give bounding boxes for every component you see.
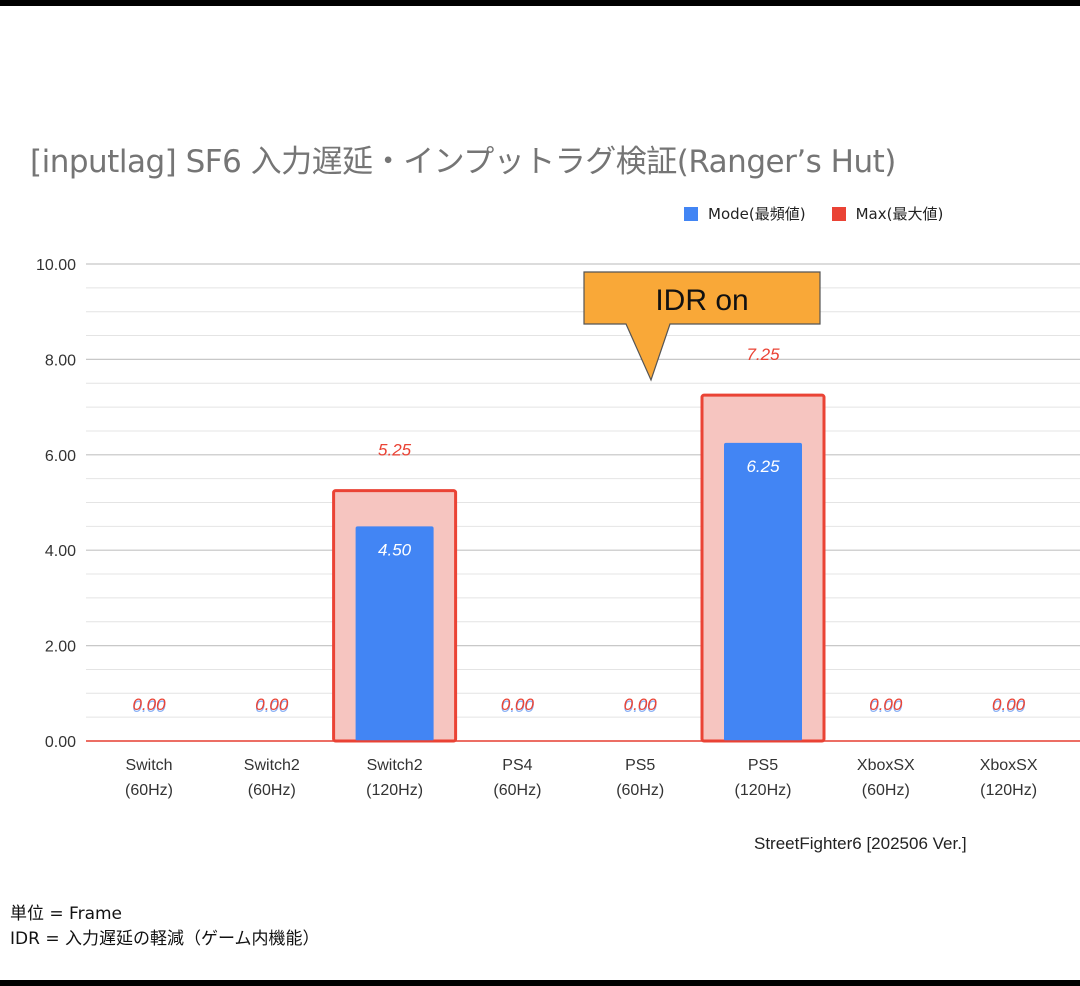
x-category-sublabel: (120Hz): [735, 782, 792, 799]
bottom-border: [0, 980, 1080, 986]
data-label-max: 5.25: [378, 441, 412, 460]
y-tick-label: 0.00: [45, 734, 76, 751]
x-category-label: Switch2: [244, 757, 300, 774]
note-unit: 単位 = Frame: [10, 904, 123, 924]
y-tick-label: 2.00: [45, 639, 76, 656]
note-idr: IDR = 入力遅延の軽減（ゲーム内機能）: [10, 929, 320, 949]
data-label-max: 0.00: [992, 695, 1026, 714]
data-label-max: 0.00: [255, 695, 289, 714]
data-label-mode: 4.50: [378, 540, 412, 559]
y-tick-label: 8.00: [45, 352, 76, 369]
data-label-mode: 0.00: [255, 697, 289, 716]
data-label-mode: 6.25: [746, 457, 780, 476]
y-tick-label: 6.00: [45, 448, 76, 465]
data-label-mode: 0.00: [869, 697, 903, 716]
x-category-sublabel: (60Hz): [493, 782, 541, 799]
data-label-mode: 0.00: [992, 697, 1026, 716]
bar-mode: [355, 526, 434, 741]
y-tick-label: 10.00: [36, 257, 76, 274]
legend-item-max: Max(最大値): [831, 203, 944, 224]
bar-mode: [724, 442, 802, 741]
top-border: [0, 0, 1080, 6]
legend: Mode(最頻値) Max(最大値): [684, 203, 969, 224]
x-category-label: Switch2: [367, 757, 423, 774]
data-label-max: 7.25: [746, 345, 780, 364]
data-label-max: 0.00: [132, 695, 166, 714]
x-category-label: PS5: [625, 757, 655, 774]
data-label-max: 0.00: [501, 695, 535, 714]
legend-swatch-max: [831, 206, 846, 221]
legend-swatch-mode: [684, 206, 698, 221]
x-category-sublabel: (120Hz): [980, 782, 1037, 799]
annotation-text: IDR on: [655, 284, 748, 317]
x-category-sublabel: (60Hz): [616, 782, 664, 799]
x-category-label: Switch: [125, 757, 172, 774]
y-tick-label: 4.00: [45, 543, 76, 560]
legend-item-mode: Mode(最頻値): [684, 203, 806, 224]
x-category-sublabel: (60Hz): [248, 782, 296, 799]
x-category-sublabel: (60Hz): [862, 782, 910, 799]
x-category-label: XboxSX: [857, 757, 915, 774]
x-category-label: XboxSX: [980, 757, 1038, 774]
source-label: StreetFighter6 [202506 Ver.]: [754, 834, 967, 853]
x-category-sublabel: (60Hz): [125, 782, 173, 799]
notes: 単位 = Frame IDR = 入力遅延の軽減（ゲーム内機能）: [10, 902, 319, 952]
data-label-mode: 0.00: [132, 697, 166, 716]
x-category-sublabel: (120Hz): [366, 782, 423, 799]
data-label-mode: 0.00: [624, 697, 658, 716]
x-category-label: PS4: [502, 757, 532, 774]
data-label-mode: 0.00: [501, 697, 535, 716]
data-label-max: 0.00: [869, 695, 903, 714]
data-label-max: 0.00: [624, 695, 658, 714]
legend-label-mode: Mode(最頻値): [708, 205, 806, 223]
x-category-label: PS5: [748, 757, 778, 774]
chart-title: [inputlag] SF6 入力遅延・インプットラグ検証(Ranger’s H…: [30, 144, 896, 180]
legend-label-max: Max(最大値): [855, 205, 944, 223]
annotation-callout: [583, 271, 821, 382]
